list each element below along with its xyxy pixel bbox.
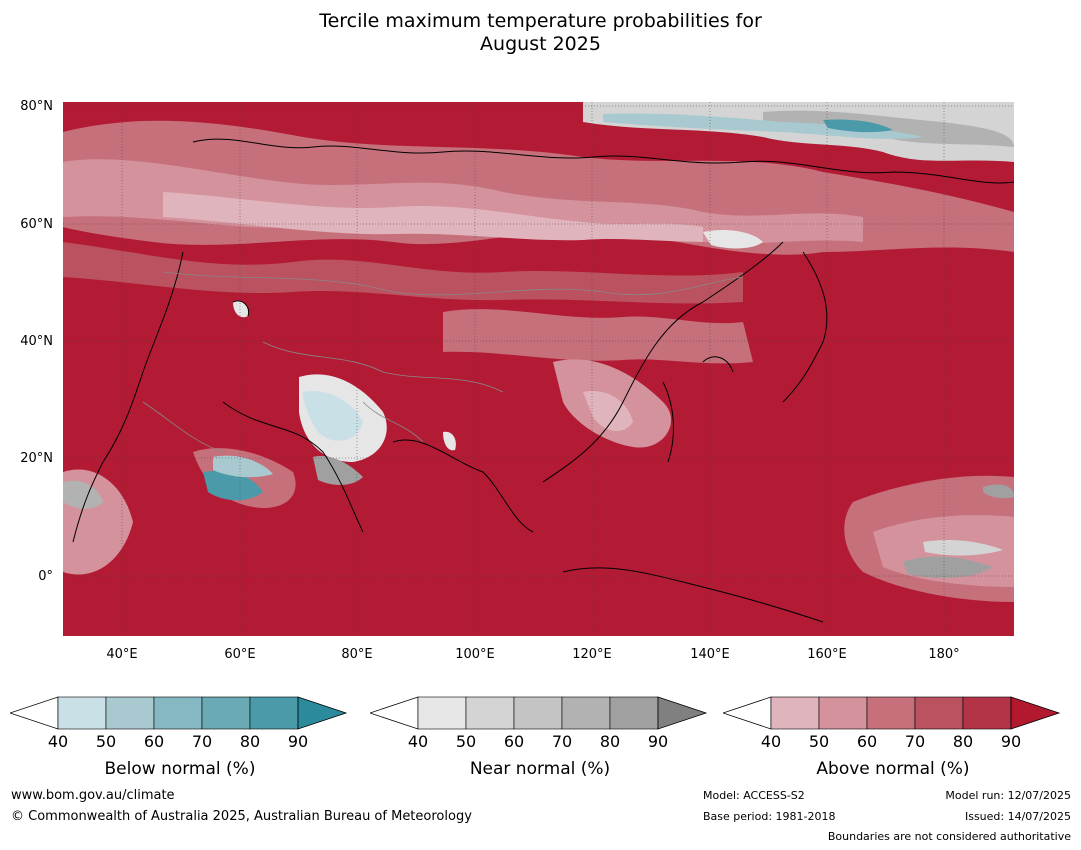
lat-label-60n: 60°N: [20, 217, 53, 232]
lat-label-40n: 40°N: [20, 334, 53, 349]
legend-below-tick: 80: [239, 732, 261, 751]
legend-below-title: Below normal (%): [104, 759, 256, 779]
legend-below-tick: 40: [47, 732, 69, 751]
legend-above-normal-bar: [723, 696, 1061, 730]
lat-label-80n: 80°N: [20, 99, 53, 114]
legend-above-swatch-4: [914, 696, 964, 730]
lon-label-80e: 80°E: [341, 647, 373, 662]
footer-model: Model: ACCESS-S2: [703, 789, 805, 802]
legend-near-swatch-5: [609, 696, 659, 730]
lon-label-160e: 160°E: [807, 647, 847, 662]
legend-near-tick: 50: [455, 732, 477, 751]
country-borders: [142, 271, 744, 453]
legend-above-swatch-1: [770, 696, 820, 730]
legend-below-tick: 90: [287, 732, 309, 751]
legend-below-swatch-3: [153, 696, 203, 730]
legend-above-tick: 70: [904, 732, 926, 751]
map-title: Tercile maximum temperature probabilitie…: [0, 10, 1081, 56]
legend-near-swatch-3: [513, 696, 563, 730]
legend-near-normal: 40 50 60 70 80 90 Near normal (%): [370, 695, 710, 790]
legend-below-swatch-2: [105, 696, 155, 730]
legend-above-swatch-3: [866, 696, 916, 730]
legend-below-normal: 40 50 60 70 80 90 Below normal (%): [10, 695, 350, 790]
legend-below-tick: 70: [191, 732, 213, 751]
legend-near-normal-bar: [370, 696, 708, 730]
legend-above-tick: 90: [1000, 732, 1022, 751]
lon-label-140e: 140°E: [690, 647, 730, 662]
legend-above-normal: 40 50 60 70 80 90 Above normal (%): [723, 695, 1063, 790]
lon-label-120e: 120°E: [572, 647, 612, 662]
legend-near-tick: 70: [551, 732, 573, 751]
legend-near-swatch-2: [465, 696, 515, 730]
footer-disclaimer: Boundaries are not considered authoritat…: [827, 830, 1071, 843]
legend-above-swatch-5: [962, 696, 1012, 730]
legend-above-tick: 40: [760, 732, 782, 751]
footer-copyright: © Commonwealth of Australia 2025, Austra…: [11, 809, 472, 824]
legend-near-title: Near normal (%): [469, 759, 611, 779]
legend-near-tick: 60: [503, 732, 525, 751]
legend-above-tick: 50: [808, 732, 830, 751]
graticule: [63, 102, 1014, 636]
legend-below-swatch-4: [201, 696, 251, 730]
legend-below-tick: 50: [95, 732, 117, 751]
lat-label-0: 0°: [38, 569, 53, 584]
lon-label-60e: 60°E: [224, 647, 256, 662]
map-title-line2: August 2025: [480, 33, 601, 55]
legend-near-tick: 90: [647, 732, 669, 751]
coastlines: [72, 138, 1014, 623]
legend-below-tick: 60: [143, 732, 165, 751]
lon-label-40e: 40°E: [106, 647, 138, 662]
legend-below-normal-bar: [10, 696, 348, 730]
legend-above-tick: 60: [856, 732, 878, 751]
legend-near-tick: 80: [599, 732, 621, 751]
lon-label-100e: 100°E: [455, 647, 495, 662]
lon-label-180: 180°: [928, 647, 960, 662]
map-title-line1: Tercile maximum temperature probabilitie…: [319, 10, 762, 32]
legend-above-swatch-2: [818, 696, 868, 730]
footer-base-period: Base period: 1981-2018: [703, 810, 836, 823]
map-canvas: [63, 102, 1014, 636]
legend-below-swatch-1: [57, 696, 107, 730]
legend-above-tick: 80: [952, 732, 974, 751]
below-normal-shading: [603, 113, 923, 139]
legend-below-swatch-5: [249, 696, 299, 730]
legend-near-swatch-4: [561, 696, 611, 730]
footer-issued: Issued: 14/07/2025: [964, 810, 1071, 823]
footer-website-link[interactable]: www.bom.gov.au/climate: [11, 788, 175, 803]
legend-above-title: Above normal (%): [816, 759, 970, 779]
legend-near-swatch-1: [417, 696, 467, 730]
legend-near-tick: 40: [407, 732, 429, 751]
probability-map: [63, 102, 1014, 636]
lat-label-20n: 20°N: [20, 451, 53, 466]
footer-model-run: Model run: 12/07/2025: [945, 789, 1071, 802]
